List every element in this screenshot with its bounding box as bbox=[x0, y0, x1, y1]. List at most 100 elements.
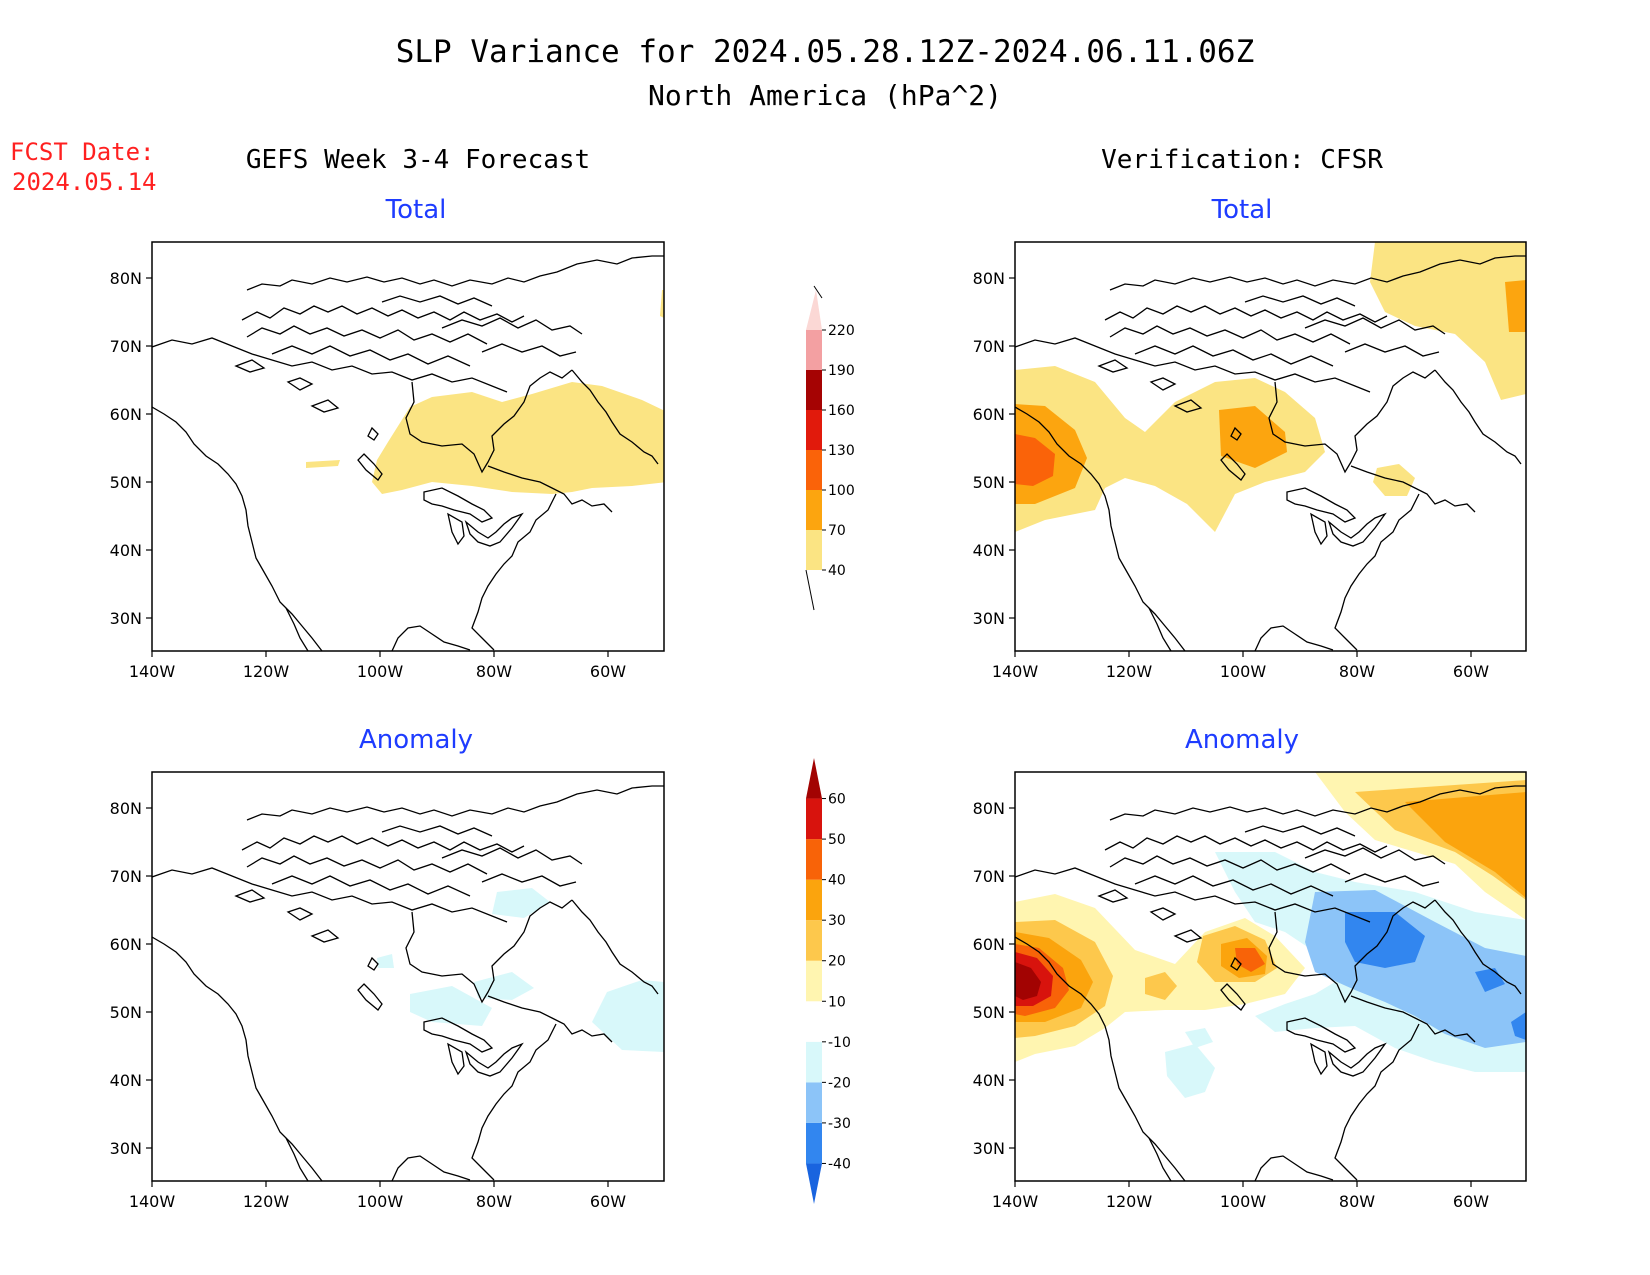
panel-title-total-left: Total bbox=[385, 195, 447, 225]
lon-label: 60W bbox=[1453, 662, 1489, 681]
colorbar-label: 220 bbox=[828, 323, 855, 339]
lon-label: 60W bbox=[1453, 1192, 1489, 1211]
colorbar-label: 70 bbox=[828, 523, 846, 539]
lat-label: 30N bbox=[110, 609, 142, 628]
lon-label: 140W bbox=[992, 1192, 1039, 1211]
right-column-title: Verification: CFSR bbox=[1101, 145, 1383, 175]
lon-label: 140W bbox=[129, 1192, 176, 1211]
shading-cfsr-anomaly bbox=[1015, 772, 1526, 1098]
lat-label: 80N bbox=[110, 269, 142, 288]
colorbar-swatch bbox=[806, 1041, 822, 1083]
lat-label: 80N bbox=[110, 799, 142, 818]
colorbar-label: 10 bbox=[828, 994, 846, 1010]
lat-label: 40N bbox=[973, 1071, 1005, 1090]
colorbar-label: 100 bbox=[828, 483, 855, 499]
shading-gefs-total bbox=[306, 290, 664, 494]
panel-title-anomaly-right: Anomaly bbox=[1185, 725, 1299, 755]
lon-label: 100W bbox=[357, 1192, 404, 1211]
colorbar-swatch bbox=[806, 1082, 822, 1123]
lon-label: 120W bbox=[1106, 662, 1153, 681]
panel-title-total-right: Total bbox=[1211, 195, 1273, 225]
lon-label: 80W bbox=[476, 662, 512, 681]
lat-label: 30N bbox=[973, 1139, 1005, 1158]
colorbar-anomaly: -40 -30 -20 -10 10 20 30 40 50 60 bbox=[806, 758, 851, 1204]
colorbar-swatch bbox=[806, 530, 822, 570]
map-panel-cfsr-anomaly bbox=[1014, 771, 1527, 1182]
map-panel-gefs-total bbox=[151, 241, 665, 652]
lat-label: 60N bbox=[110, 405, 142, 424]
lat-label: 70N bbox=[973, 337, 1005, 356]
colorbar-label: 190 bbox=[828, 363, 855, 379]
colorbar-label: -10 bbox=[828, 1035, 851, 1051]
colorbar-swatch bbox=[806, 879, 822, 921]
colorbar-label: 130 bbox=[828, 443, 855, 459]
colorbar-label: -30 bbox=[828, 1116, 851, 1132]
colorbar-label: 30 bbox=[828, 913, 846, 929]
colorbar-top-arrow bbox=[813, 285, 823, 299]
colorbar-label: 50 bbox=[828, 832, 846, 848]
colorbar-label: 160 bbox=[828, 403, 855, 419]
shading-gefs-anomaly bbox=[377, 888, 664, 1052]
map-frame-tr bbox=[1014, 241, 1527, 652]
lat-label: 60N bbox=[110, 935, 142, 954]
colorbar-swatch bbox=[806, 960, 822, 1002]
lat-label: 50N bbox=[110, 473, 142, 492]
map-panel-cfsr-total bbox=[1014, 241, 1527, 652]
colorbar-swatch bbox=[806, 1163, 822, 1204]
map-frame-tl bbox=[151, 241, 665, 652]
colorbar-swatch bbox=[806, 290, 822, 330]
colorbar-swatch bbox=[806, 330, 822, 370]
colorbar-bottom-arrow bbox=[805, 569, 815, 611]
panel-title-anomaly-left: Anomaly bbox=[359, 725, 473, 755]
lon-label: 120W bbox=[243, 662, 290, 681]
lon-label: 140W bbox=[129, 662, 176, 681]
lat-label: 40N bbox=[110, 1071, 142, 1090]
lon-label: 60W bbox=[590, 662, 626, 681]
colorbar-swatch bbox=[806, 798, 822, 840]
shading-cfsr-total bbox=[1015, 242, 1526, 532]
lat-label: 70N bbox=[110, 337, 142, 356]
lat-label: 50N bbox=[973, 473, 1005, 492]
map-frame-bl bbox=[151, 771, 665, 1182]
main-title-line1: SLP Variance for 2024.05.28.12Z-2024.06.… bbox=[396, 34, 1255, 70]
colorbar-swatch bbox=[806, 839, 822, 880]
colorbar-swatch bbox=[806, 920, 822, 961]
lat-label: 40N bbox=[110, 541, 142, 560]
lat-label: 80N bbox=[973, 269, 1005, 288]
colorbar-swatch bbox=[806, 490, 822, 530]
lat-label: 50N bbox=[973, 1003, 1005, 1022]
axes-layer: 80N 70N 60N 50N 40N 30N 140W 120W 100W 80W 60W 80N 7… bbox=[110, 269, 1490, 1211]
colorbar-swatch bbox=[806, 410, 822, 450]
lat-label: 70N bbox=[110, 867, 142, 886]
lat-label: 40N bbox=[973, 541, 1005, 560]
colorbar-label: 40 bbox=[828, 563, 846, 579]
lon-label: 80W bbox=[1339, 662, 1375, 681]
lon-label: 80W bbox=[476, 1192, 512, 1211]
lon-label: 140W bbox=[992, 662, 1039, 681]
lon-label: 60W bbox=[590, 1192, 626, 1211]
colorbar-label: -40 bbox=[828, 1156, 851, 1172]
colorbar-label: 40 bbox=[828, 873, 846, 889]
lat-label: 70N bbox=[973, 867, 1005, 886]
lat-label: 60N bbox=[973, 405, 1005, 424]
lon-label: 100W bbox=[1220, 662, 1267, 681]
colorbar-swatch bbox=[806, 1001, 822, 1042]
lat-label: 50N bbox=[110, 1003, 142, 1022]
colorbar-label: -20 bbox=[828, 1075, 851, 1091]
lon-label: 100W bbox=[1220, 1192, 1267, 1211]
lon-label: 120W bbox=[243, 1192, 290, 1211]
map-frame-br bbox=[1014, 771, 1527, 1182]
lat-label: 30N bbox=[973, 609, 1005, 628]
colorbar-swatch bbox=[806, 450, 822, 490]
fcst-date-value: 2024.05.14 bbox=[12, 168, 157, 196]
colorbar-swatch bbox=[806, 370, 822, 410]
colorbar-label: 60 bbox=[828, 792, 846, 808]
colorbar-label: 20 bbox=[828, 954, 846, 970]
main-title-line2: North America (hPa^2) bbox=[648, 79, 1002, 112]
colorbar-swatch bbox=[806, 758, 822, 799]
lon-label: 100W bbox=[357, 662, 404, 681]
lon-label: 80W bbox=[1339, 1192, 1375, 1211]
lat-label: 60N bbox=[973, 935, 1005, 954]
lat-label: 80N bbox=[973, 799, 1005, 818]
